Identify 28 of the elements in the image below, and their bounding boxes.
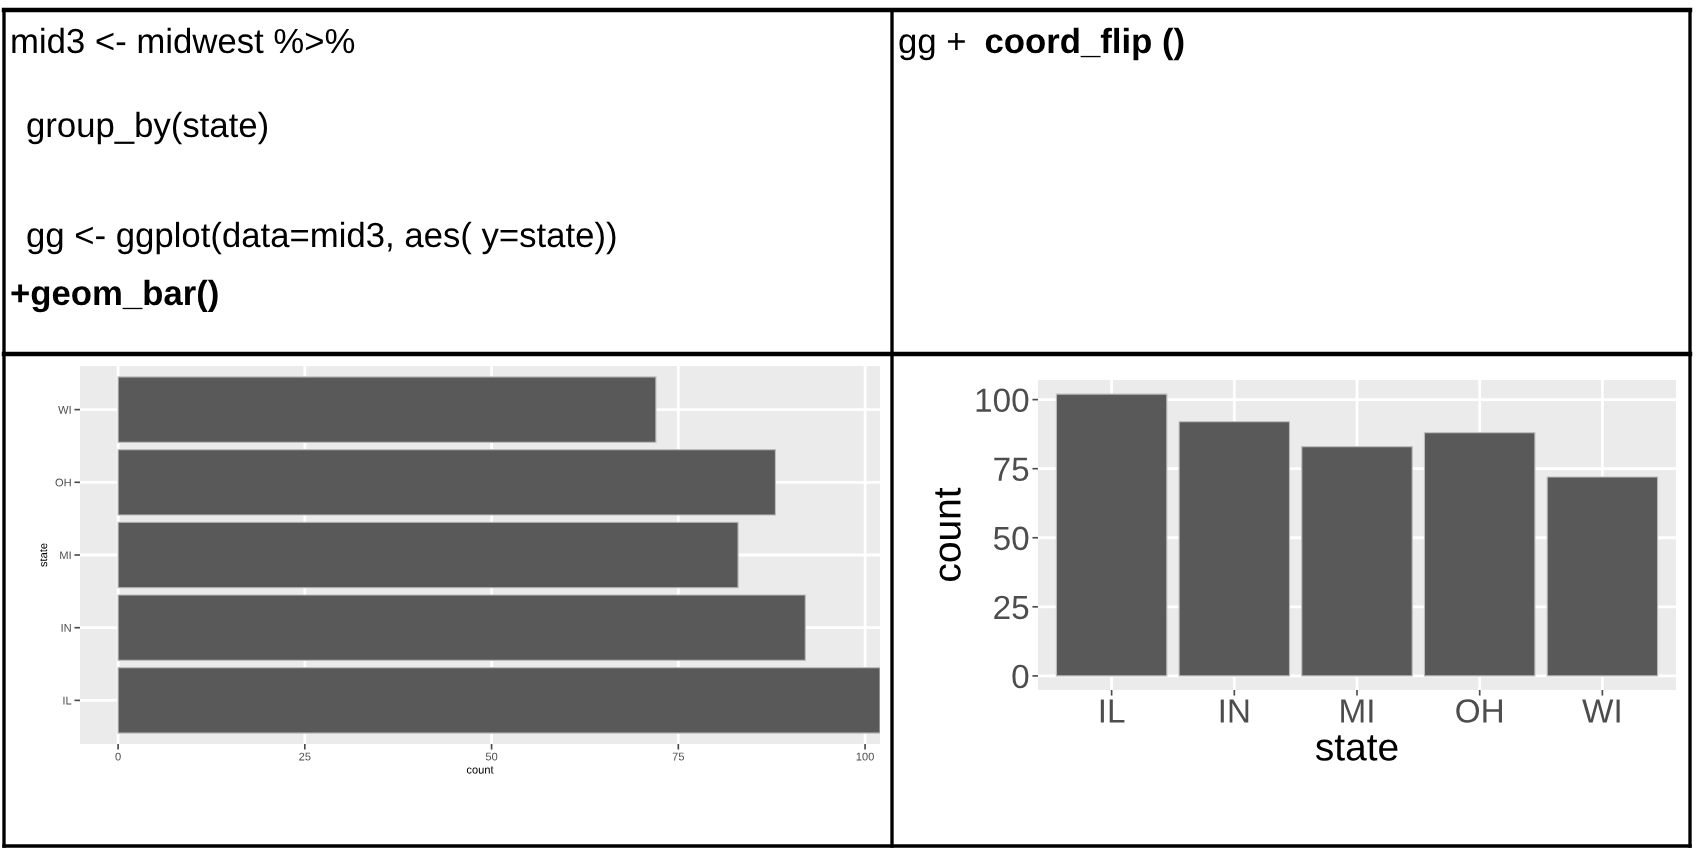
y-tick-label: 0 [1012,664,1029,689]
text: +geom_bar() [11,279,218,313]
y-tick-label: 25 [994,595,1029,620]
bar [117,594,806,661]
text: group_by(state) [27,111,268,145]
x-tick-label: WI [1582,699,1620,723]
x-axis-title: state [1315,735,1398,761]
y-tick-label: 50 [993,526,1029,551]
x-tick-label: IL [1100,699,1125,723]
bar [1055,393,1168,677]
x-tick-label: IN [1220,699,1249,723]
bar [1301,446,1413,677]
bar [117,449,776,516]
text: coord_flip () [985,27,1184,61]
y-tick-label: 100 [976,388,1029,413]
y-tick-label: 75 [994,457,1029,482]
x-tick-label: OH [1456,699,1502,723]
text: mid3 <- midwest %>% [12,27,355,54]
text: gg + [899,32,965,61]
bar [1178,421,1291,677]
bar [117,521,739,589]
y-axis-title: count [935,487,961,581]
bar [117,667,880,734]
bar [117,376,657,443]
text: gg <- ggplot(data=mid3, aes( y=state)) [27,221,616,255]
bar [1423,432,1536,677]
bar [1546,476,1659,677]
x-tick-label: MI [1341,699,1373,723]
